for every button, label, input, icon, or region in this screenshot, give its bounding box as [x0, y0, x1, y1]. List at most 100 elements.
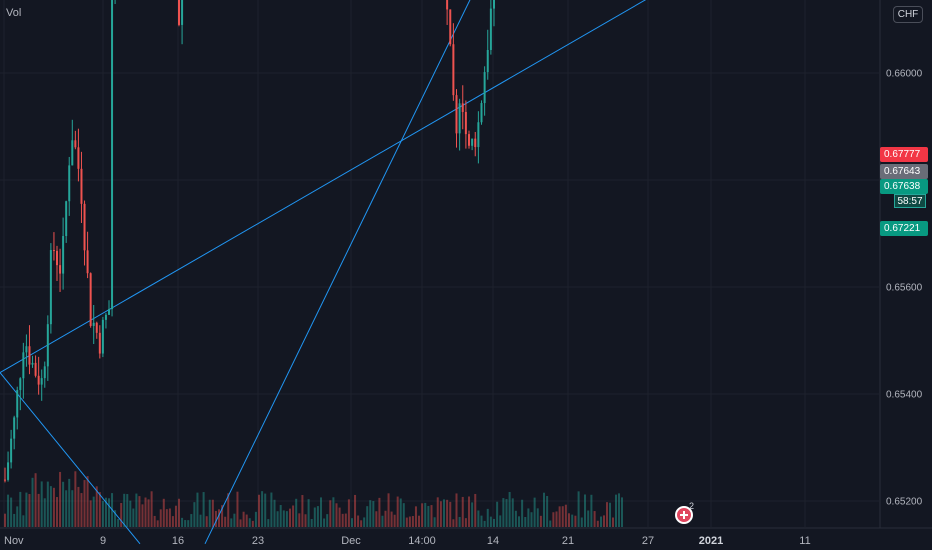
volume-bar [335, 503, 338, 527]
volume-bar [62, 481, 65, 527]
volume-bar [37, 493, 40, 527]
volume-bar [539, 515, 542, 527]
candle-body [65, 201, 68, 237]
volume-bar [304, 514, 307, 527]
candle-body [83, 203, 86, 251]
volume-bar [344, 513, 347, 527]
volume-bar [508, 491, 511, 527]
volume-bar [10, 497, 13, 527]
volume-bar [464, 518, 467, 527]
volume-bar [230, 518, 233, 527]
trendline [204, 0, 471, 545]
candle-body [59, 265, 62, 274]
candle-body [95, 322, 98, 333]
volume-bar [480, 515, 483, 527]
currency-button[interactable]: CHF [893, 6, 923, 23]
volume-bar [31, 477, 34, 527]
volume-bar [174, 505, 177, 527]
volume-bar [25, 492, 28, 527]
volume-bar [126, 494, 129, 527]
volume-bar [486, 508, 489, 527]
volume-bar [46, 481, 49, 527]
volume-bar [375, 511, 378, 527]
volume-bar [270, 492, 273, 527]
volume-bar [338, 507, 341, 527]
volume-bar [357, 515, 360, 527]
volume-bar [233, 513, 236, 527]
volume-bar [468, 496, 470, 527]
volume-bar [621, 497, 623, 527]
volume-bar [292, 505, 295, 527]
volume-bar [574, 515, 577, 527]
volume-bar [171, 516, 174, 527]
volume-bar [221, 505, 224, 527]
last-price-tag: 0.67638 [880, 179, 928, 194]
volume-bar [618, 493, 620, 527]
volume-bar [168, 508, 171, 527]
volume-bar [141, 504, 144, 527]
volume-bar [530, 512, 533, 527]
volume-bar [187, 520, 190, 527]
candle-body [77, 147, 80, 169]
volume-bar [135, 493, 138, 527]
x-tick-label: 27 [642, 535, 654, 547]
volume-bar [381, 515, 384, 527]
candle-body [486, 49, 489, 73]
volume-bar [443, 499, 445, 527]
volume-bar [34, 473, 37, 527]
volume-bar [549, 520, 552, 527]
y-tick-label: 0.65200 [886, 497, 923, 508]
volume-bar [153, 515, 156, 527]
volume-bar [360, 520, 363, 527]
volume-bar [120, 502, 123, 527]
volume-bar [399, 498, 402, 527]
x-tick-label: 9 [100, 535, 106, 547]
volume-bar [22, 515, 25, 527]
volume-bar [52, 487, 55, 527]
volume-bar [439, 501, 442, 527]
volume-bar [543, 492, 545, 527]
volume-bar [95, 486, 98, 527]
candle-body [7, 462, 10, 480]
volume-bar [242, 511, 245, 527]
candle-body [19, 378, 22, 391]
volume-bar [372, 501, 375, 527]
volume-bar [414, 506, 417, 527]
candle-body [10, 438, 13, 463]
candle-body [477, 122, 480, 148]
volume-bar [571, 514, 574, 527]
volume-bar [458, 516, 461, 527]
volume-bar [354, 494, 357, 527]
volume-bar [609, 502, 611, 527]
volume-bar [436, 497, 439, 527]
volume-bar [123, 493, 126, 527]
volume-bar [301, 495, 304, 527]
volume-bar [162, 498, 165, 527]
trendline [0, 0, 647, 374]
x-tick-label: 21 [562, 535, 574, 547]
volume-bar [514, 510, 517, 527]
volume-bar [474, 493, 477, 527]
volume-bar [546, 496, 549, 527]
volume-bar [310, 518, 313, 527]
candle-body [480, 103, 483, 123]
volume-bar [603, 515, 605, 527]
volume-bar [196, 492, 199, 527]
volume-bar [430, 505, 433, 527]
volume-bar [4, 513, 6, 527]
candle-body [111, 0, 114, 310]
volume-bar [483, 520, 486, 527]
volume-bar [584, 494, 586, 527]
volume-bar [384, 510, 387, 527]
alert-plus-icon[interactable] [675, 506, 693, 524]
volume-label: Vol [6, 7, 22, 19]
volume-bar [184, 520, 187, 527]
volume-bar [56, 497, 58, 527]
volume-bar [461, 496, 464, 527]
volume-bar [101, 500, 104, 527]
volume-bar [211, 499, 214, 527]
candle-body [446, 0, 449, 10]
volume-bar [455, 493, 458, 527]
volume-bar [527, 508, 530, 527]
